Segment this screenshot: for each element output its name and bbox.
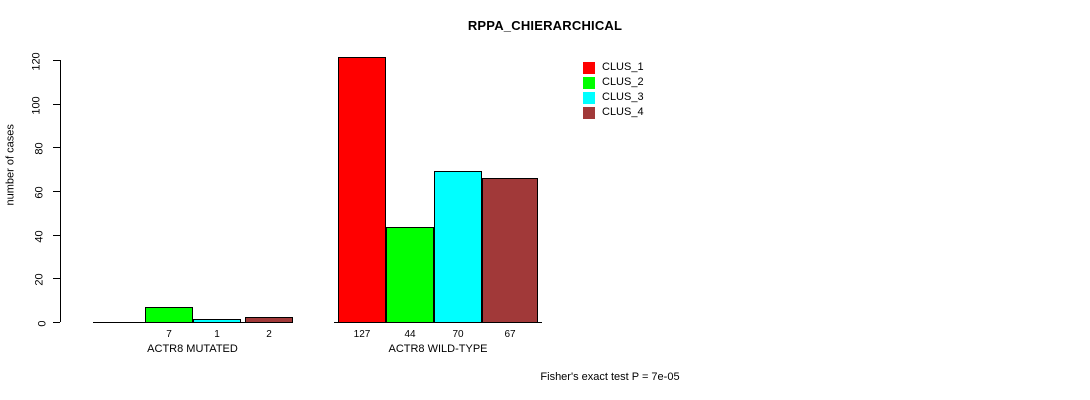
bar-g2-clus4 [482, 178, 538, 323]
legend-label-clus-4: CLUS_4 [602, 106, 644, 118]
y-tick-60 [53, 191, 60, 192]
legend-swatch-icon-clus-1 [583, 61, 595, 74]
group-label-actr8-wild-type: ACTR8 WILD-TYPE [388, 343, 488, 355]
legend-label-clus-3: CLUS_3 [602, 91, 644, 103]
legend-item-clus-1: CLUS_1 [583, 60, 644, 75]
fisher-test-annotation: Fisher's exact test P = 7e-05 [540, 371, 680, 383]
bar-value-g2-clus2: 44 [404, 329, 416, 340]
y-tick-40 [53, 235, 60, 236]
legend-swatch-icon-clus-2 [583, 76, 595, 89]
legend-swatch-icon-clus-3 [583, 91, 595, 104]
y-tick-80 [53, 147, 60, 148]
bar-value-g1-clus4: 2 [266, 329, 272, 340]
y-tick-100 [53, 104, 60, 105]
bar-value-g1-clus2: 7 [166, 329, 172, 340]
bar-g2-clus3 [434, 171, 482, 323]
legend-item-clus-4: CLUS_4 [583, 105, 644, 120]
legend-label-clus-1: CLUS_1 [602, 61, 644, 73]
chart-title-text: RPPA_CHIERARCHICAL [467, 18, 623, 33]
bar-g1-clus2 [145, 307, 193, 323]
bar-value-g2-clus4: 67 [504, 329, 516, 340]
bar-g1-clus3 [193, 319, 241, 323]
chart-title: RPPA_CHIERARCHICAL [0, 18, 1090, 33]
legend: CLUS_1 CLUS_2 CLUS_3 CLUS_4 [583, 60, 644, 120]
bar-g1-clus4 [245, 317, 293, 323]
legend-label-clus-2: CLUS_2 [602, 76, 644, 88]
group-label-actr8-mutated: ACTR8 MUTATED [147, 343, 238, 355]
legend-swatch-icon-clus-4 [583, 106, 595, 119]
bar-value-g2-clus3: 70 [452, 329, 464, 340]
bar-g2-clus2 [386, 227, 434, 323]
legend-item-clus-2: CLUS_2 [583, 75, 644, 90]
y-tick-label-40: 40 [33, 230, 46, 243]
bar-g2-clus1 [338, 57, 386, 323]
y-tick-20 [53, 278, 60, 279]
legend-item-clus-3: CLUS_3 [583, 90, 644, 105]
bar-value-g1-clus3: 1 [214, 329, 220, 340]
y-axis-title: number of cases [4, 124, 17, 206]
y-tick-label-120: 120 [30, 52, 43, 71]
y-tick-0 [53, 322, 60, 323]
y-tick-120 [53, 60, 60, 61]
y-axis-line [60, 60, 61, 322]
y-tick-label-0: 0 [36, 320, 49, 327]
y-tick-label-20: 20 [33, 273, 46, 286]
y-tick-label-100: 100 [30, 96, 43, 115]
bar-value-g2-clus1: 127 [353, 329, 371, 340]
